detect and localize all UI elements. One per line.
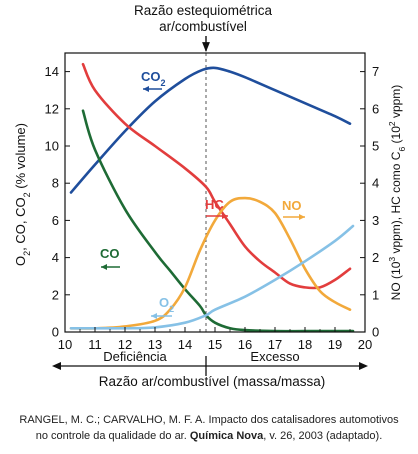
source-citation-text: no controle da qualidade do ar.: [35, 430, 190, 442]
series-hc-arrow: [206, 213, 228, 219]
x-axis-title: Razão ar/combustível (massa/massa): [99, 374, 326, 389]
series-no-arrow-head: [299, 214, 305, 220]
series-co2-line: [69, 66, 352, 194]
series-co-arrow-head: [101, 264, 107, 270]
y-left-tick-label: 0: [52, 325, 59, 340]
series-hc-label: HC: [205, 197, 224, 212]
y-right-tick-label: 4: [372, 176, 379, 191]
x-tick-label: 20: [358, 337, 372, 352]
source-citation-end: , v. 26, 2003 (adaptado).: [263, 430, 383, 442]
y-right-tick-label: 0: [372, 325, 379, 340]
top-label-line-1: Razão estequiométrica: [134, 3, 273, 18]
x-tick-label: 10: [58, 337, 72, 352]
y-left-tick-label: 10: [45, 139, 59, 154]
deficiency-arrow-head: [52, 362, 61, 370]
series-o2-label: O2: [159, 295, 174, 314]
x-tick-label: 13: [148, 337, 162, 352]
y-left-axis-title: O2, CO, CO2 (% volume): [13, 123, 32, 266]
excess-arrow-head: [359, 362, 368, 370]
y-right-tick-label: 2: [372, 250, 379, 265]
y-left-tick-label: 2: [52, 287, 59, 302]
y-right-tick-label: 5: [372, 139, 379, 154]
source-journal: Química Nova: [189, 430, 264, 442]
top-label-line-2: ar/combustível: [159, 19, 247, 34]
source-citation-line-1: RANGEL, M. C.; CARVALHO, M. F. A. Impact…: [19, 414, 399, 426]
series-co2-arrow-head: [143, 86, 149, 92]
y-left-tick-label: 4: [52, 250, 59, 265]
y-right-axis-title: NO (103 vppm), HC como C6 (102 vppm): [387, 85, 407, 301]
series-co-label: CO: [100, 246, 120, 261]
y-right-tick-label: 1: [372, 287, 379, 302]
x-tick-label: 16: [238, 337, 252, 352]
x-tick-label: 17: [268, 337, 282, 352]
y-left-tick-label: 12: [45, 101, 59, 116]
y-right-tick-label: 3: [372, 213, 379, 228]
x-tick-label: 11: [88, 337, 102, 352]
series-o2-arrow: [151, 313, 172, 319]
x-tick-label: 14: [178, 337, 192, 352]
x-tick-label: 15: [208, 337, 222, 352]
series-o2-line: [69, 224, 355, 330]
y-left-tick-label: 8: [52, 176, 59, 191]
emissions-chart: 10 11 12 13 14 15 16 17 18 19 20024681012140123456…: [13, 3, 407, 389]
series-hc-line: [81, 62, 352, 290]
y-left-tick-label: 14: [45, 64, 59, 79]
y-right-tick-label: 6: [372, 101, 379, 116]
y-right-tick-label: 7: [372, 64, 379, 79]
y-left-tick-label: 6: [52, 213, 59, 228]
source-citation-line-2: no controle da qualidade do ar. Química …: [0, 430, 418, 442]
x-tick-label: 19: [328, 337, 342, 352]
x-tick-label: 12: [118, 337, 132, 352]
series-co2-arrow: [143, 86, 162, 92]
region-label-deficiency: Deficiência: [103, 349, 167, 364]
series-no-arrow: [283, 214, 305, 220]
series-o2-arrow-head: [151, 313, 157, 319]
series-co-line: [81, 109, 355, 333]
x-tick-label: 18: [298, 337, 312, 352]
series-co2-label: CO2: [141, 69, 166, 88]
region-label-excess: Excesso: [250, 349, 299, 364]
series-co-arrow: [101, 264, 120, 270]
series-no-line: [69, 196, 352, 330]
series-no-label: NO: [282, 198, 302, 213]
series-hc-arrow-head: [222, 213, 228, 219]
